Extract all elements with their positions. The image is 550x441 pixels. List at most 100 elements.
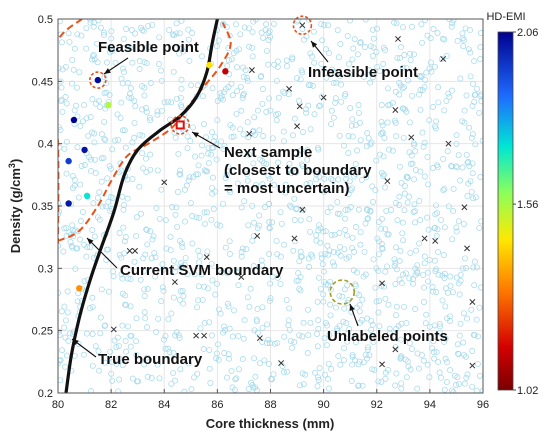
- unlabeled-point: [422, 76, 429, 83]
- unlabeled-point: [259, 304, 266, 311]
- unlabeled-point: [327, 312, 334, 319]
- unlabeled-point: [394, 54, 401, 61]
- unlabeled-point: [443, 53, 450, 60]
- infeasible-point: [110, 326, 117, 333]
- unlabeled-point: [83, 253, 90, 260]
- colorbar-tick-label: 1.02: [517, 385, 538, 397]
- unlabeled-point: [435, 249, 442, 256]
- infeasible-point: [421, 235, 428, 242]
- unlabeled-point: [323, 46, 329, 53]
- unlabeled-point: [388, 207, 395, 213]
- unlabeled-point: [259, 262, 266, 269]
- unlabeled-point: [228, 80, 235, 87]
- unlabeled-point: [392, 259, 399, 266]
- unlabeled-point: [87, 156, 94, 163]
- unlabeled-point: [288, 203, 295, 210]
- unlabeled-point: [76, 69, 83, 76]
- unlabeled-point: [337, 73, 343, 80]
- unlabeled-point: [324, 242, 331, 249]
- unlabeled-point: [198, 271, 205, 278]
- unlabeled-point: [225, 84, 232, 90]
- unlabeled-point: [274, 58, 281, 65]
- unlabeled-point: [87, 305, 93, 312]
- unlabeled-point: [323, 74, 330, 81]
- unlabeled-point: [243, 246, 250, 253]
- unlabeled-point: [459, 265, 466, 272]
- unlabeled-point: [134, 378, 140, 385]
- infeasible-point: [461, 204, 468, 211]
- unlabeled-point: [306, 264, 313, 270]
- unlabeled-point: [171, 377, 178, 384]
- unlabeled-point: [287, 337, 294, 344]
- unlabeled-point: [430, 26, 437, 32]
- unlabeled-point: [298, 253, 304, 260]
- unlabeled-point: [434, 226, 441, 233]
- unlabeled-point: [61, 324, 68, 331]
- unlabeled-point: [461, 351, 468, 358]
- unlabeled-point: [406, 340, 413, 347]
- unlabeled-point: [109, 45, 116, 52]
- unlabeled-point: [406, 149, 413, 156]
- unlabeled-point: [370, 199, 376, 205]
- unlabeled-point: [226, 251, 233, 257]
- unlabeled-point: [338, 81, 345, 88]
- unlabeled-point: [131, 119, 138, 126]
- unlabeled-point: [170, 257, 177, 264]
- highlight-circles: [89, 15, 356, 305]
- unlabeled-point: [177, 237, 183, 244]
- y-tick-label: 0.5: [38, 14, 53, 26]
- unlabeled-point: [119, 290, 126, 297]
- unlabeled-point: [114, 111, 121, 118]
- unlabeled-point: [455, 218, 462, 225]
- unlabeled-point: [250, 128, 256, 135]
- unlabeled-point: [367, 43, 374, 50]
- unlabeled-point: [364, 344, 371, 351]
- unlabeled-point: [165, 316, 172, 323]
- unlabeled-point: [391, 19, 398, 26]
- unlabeled-point: [329, 259, 336, 266]
- unlabeled-point: [260, 133, 267, 139]
- infeasible-point: [408, 134, 415, 141]
- unlabeled-point: [356, 308, 363, 315]
- unlabeled-point: [430, 338, 437, 345]
- annotation-arrowhead: [87, 238, 94, 245]
- unlabeled-point: [409, 92, 416, 99]
- infeasible-point: [384, 178, 391, 185]
- unlabeled-point: [191, 374, 197, 381]
- unlabeled-point: [410, 280, 416, 287]
- unlabeled-point: [107, 348, 114, 355]
- unlabeled-point: [373, 157, 380, 164]
- unlabeled-point: [280, 88, 287, 95]
- unlabeled-point: [288, 170, 295, 177]
- unlabeled-point: [126, 90, 133, 97]
- infeasible-point: [256, 335, 263, 342]
- unlabeled-point: [359, 317, 365, 323]
- unlabeled-point: [121, 238, 128, 245]
- unlabeled-point: [370, 35, 377, 42]
- unlabeled-point: [199, 296, 206, 303]
- unlabeled-point: [378, 130, 385, 137]
- unlabeled-point: [454, 38, 461, 45]
- unlabeled-point: [316, 103, 322, 110]
- unlabeled-point: [181, 388, 188, 393]
- unlabeled-point: [177, 167, 184, 174]
- unlabeled-point: [274, 274, 281, 281]
- y-tick-label: 0.25: [32, 326, 53, 338]
- unlabeled-point: [261, 357, 268, 364]
- unlabeled-point: [249, 53, 256, 60]
- unlabeled-point: [407, 57, 414, 63]
- unlabeled-point: [281, 369, 287, 376]
- unlabeled-point: [89, 227, 96, 233]
- unlabeled-point: [333, 304, 339, 311]
- unlabeled-point: [173, 95, 180, 102]
- unlabeled-point: [127, 343, 134, 350]
- unlabeled-point: [252, 373, 259, 380]
- unlabeled-point: [311, 111, 318, 118]
- unlabeled-point: [332, 95, 339, 102]
- unlabeled-point: [369, 366, 376, 373]
- unlabeled-point: [449, 20, 456, 27]
- annotation-next-line: Next sample: [224, 144, 312, 161]
- unlabeled-point: [70, 66, 77, 73]
- unlabeled-point: [101, 74, 108, 81]
- unlabeled-point: [444, 315, 451, 322]
